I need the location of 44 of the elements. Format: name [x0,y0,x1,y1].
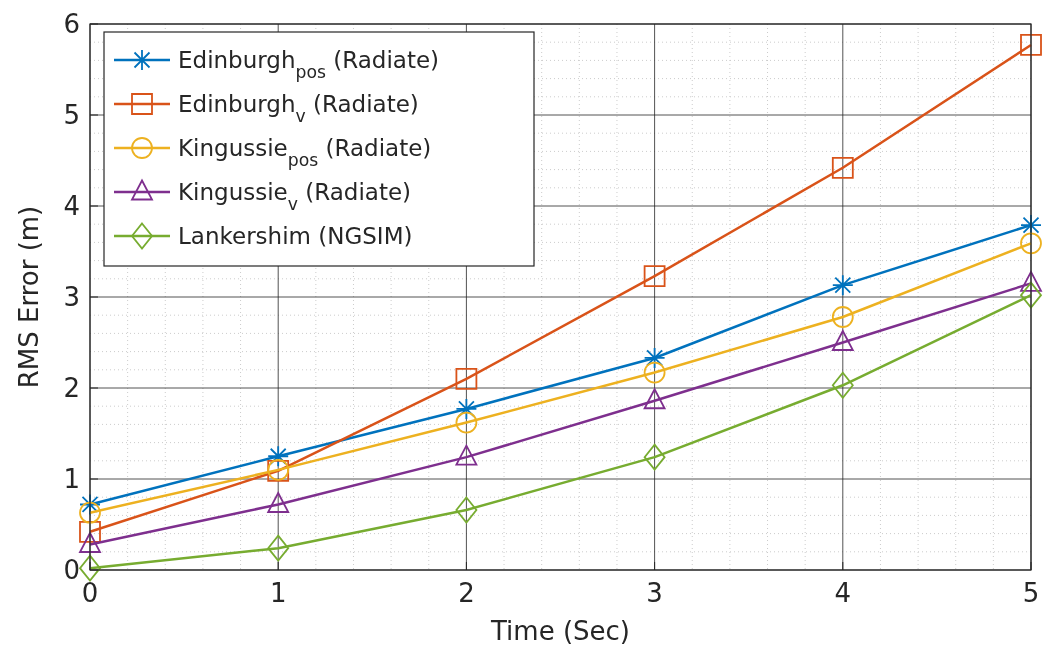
y-tick-label: 1 [63,464,80,494]
legend-label: Edinburgh$_{pos}$ (Radiate) [178,47,440,82]
y-axis-title: RMS Error (m) [14,205,44,389]
x-axis-title: Time (Sec) [490,616,630,646]
x-tick-label: 1 [269,578,287,608]
point [643,265,666,287]
y-tick-label: 0 [63,555,80,585]
point [831,306,854,328]
point [643,443,666,471]
point [831,330,854,351]
x-tick-label: 4 [834,578,852,608]
y-tick-label: 6 [63,9,80,39]
point [267,445,290,468]
point [1020,232,1042,255]
legend-label: Lankershim (NGSIM) [178,223,413,249]
y-tick-label: 3 [63,282,80,312]
x-tick-label: 3 [646,578,663,608]
point [455,444,478,466]
y-tick-label: 5 [63,100,80,130]
point [79,554,101,582]
point [455,496,478,524]
point [643,347,666,369]
point [455,411,478,434]
point [1020,34,1042,56]
point [455,398,478,420]
legend-label: Kingussie$_{v}$ (Radiate) [178,179,412,214]
point [267,534,290,562]
point [79,532,101,553]
point [643,361,666,384]
point [1020,281,1042,309]
point [79,501,101,524]
point [831,274,854,297]
legend-label: Edinburgh$_{v}$ (Radiate) [178,91,419,126]
y-tick-label: 4 [63,191,80,221]
point [643,388,666,410]
legend-label: Kingussie$_{pos}$ (Radiate) [178,135,432,170]
x-tick-label: 5 [1022,578,1040,608]
point [831,371,854,399]
x-tick-label: 2 [458,578,475,608]
point [831,156,854,179]
y-tick-label: 2 [63,373,80,403]
point [455,368,478,390]
point [267,492,290,513]
point [79,520,101,543]
